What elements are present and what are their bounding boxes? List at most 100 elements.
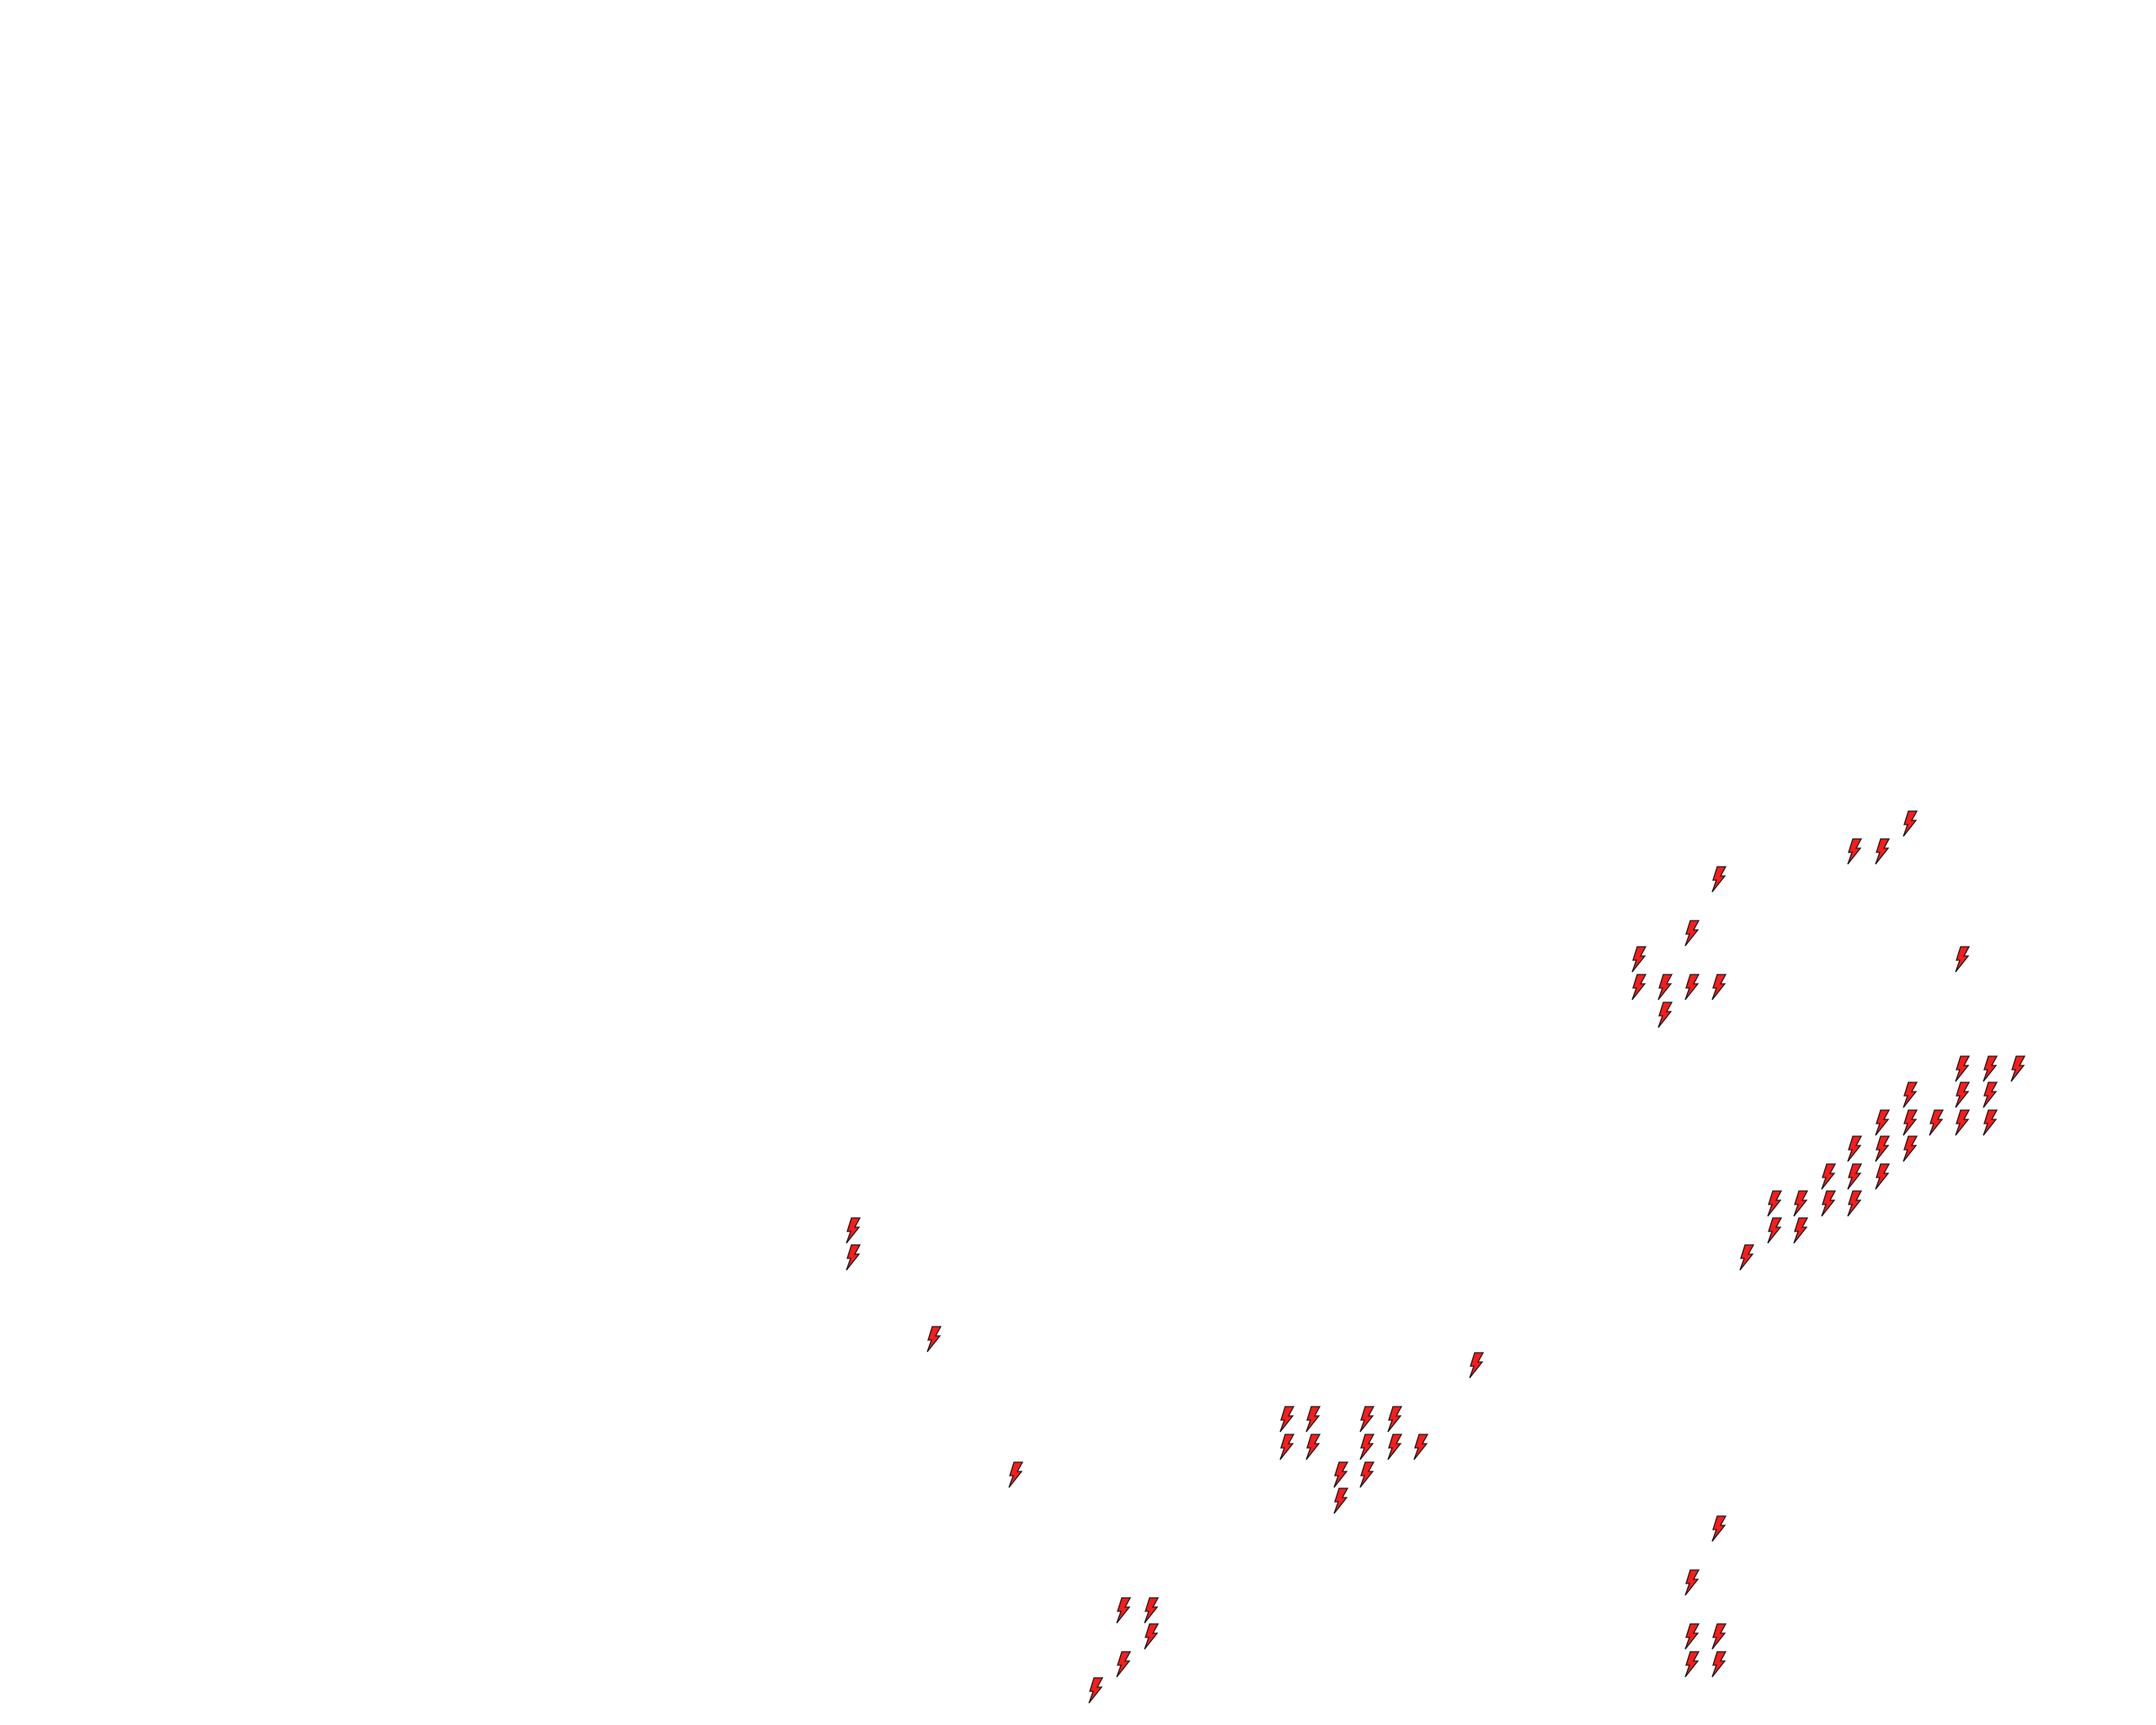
- lightning-strike-marker[interactable]: [845, 1217, 862, 1244]
- lightning-strike-marker[interactable]: [1982, 1081, 1999, 1108]
- lightning-strike-marker[interactable]: [1684, 974, 1700, 1001]
- lightning-bolt-icon: [1657, 974, 1673, 1001]
- lightning-strike-marker[interactable]: [1358, 1406, 1375, 1433]
- lightning-strike-marker[interactable]: [1386, 1434, 1403, 1461]
- lightning-strike-marker[interactable]: [1954, 1055, 1971, 1082]
- lightning-bolt-icon: [1903, 1081, 1919, 1108]
- lightning-bolt-icon: [1847, 1163, 1863, 1190]
- lightning-strike-marker[interactable]: [1710, 1515, 1727, 1542]
- lightning-strike-marker[interactable]: [1412, 1434, 1429, 1461]
- lightning-strike-marker[interactable]: [1902, 810, 1919, 837]
- lightning-bolt-icon: [1631, 974, 1647, 1001]
- lightning-strike-marker[interactable]: [1846, 1163, 1863, 1190]
- lightning-strike-marker[interactable]: [1684, 1569, 1700, 1596]
- lightning-bolt-icon: [1821, 1163, 1837, 1190]
- lightning-strike-marker[interactable]: [1278, 1406, 1295, 1433]
- lightning-strike-marker[interactable]: [1902, 1135, 1919, 1162]
- lightning-strike-marker[interactable]: [1007, 1461, 1024, 1488]
- lightning-strike-marker[interactable]: [1468, 1352, 1485, 1379]
- lightning-strike-marker[interactable]: [1954, 946, 1971, 973]
- lightning-strike-marker[interactable]: [1820, 1163, 1837, 1190]
- lightning-strike-marker[interactable]: [1305, 1434, 1321, 1461]
- lightning-strike-marker[interactable]: [1143, 1623, 1160, 1650]
- lightning-strike-marker[interactable]: [1657, 974, 1673, 1001]
- lightning-bolt-icon: [1333, 1487, 1349, 1514]
- lightning-strike-marker[interactable]: [1902, 1081, 1919, 1108]
- lightning-strike-marker[interactable]: [1386, 1406, 1403, 1433]
- lightning-strike-marker[interactable]: [1684, 1651, 1700, 1678]
- lightning-bolt-icon: [1875, 838, 1891, 865]
- lightning-strike-marker[interactable]: [1766, 1217, 1783, 1244]
- lightning-strike-marker[interactable]: [1115, 1651, 1132, 1678]
- lightning-strike-marker[interactable]: [1087, 1677, 1104, 1704]
- lightning-strike-marker[interactable]: [1332, 1487, 1349, 1514]
- lightning-strike-marker[interactable]: [1710, 974, 1727, 1001]
- lightning-bolt-icon: [1847, 838, 1863, 865]
- lightning-strike-marker[interactable]: [1846, 1190, 1863, 1217]
- lightning-bolt-icon: [1684, 1623, 1700, 1650]
- lightning-bolt-icon: [1903, 1109, 1919, 1136]
- lightning-strike-marker[interactable]: [1143, 1597, 1160, 1624]
- lightning-strike-marker[interactable]: [1902, 1109, 1919, 1136]
- lightning-strike-marker[interactable]: [1766, 1190, 1783, 1217]
- lightning-strike-marker[interactable]: [1657, 1001, 1673, 1028]
- lightning-strike-marker[interactable]: [1792, 1217, 1809, 1244]
- lightning-bolt-icon: [1767, 1190, 1783, 1217]
- lightning-bolt-icon: [1008, 1461, 1024, 1488]
- lightning-bolt-icon: [1875, 1109, 1891, 1136]
- lightning-strike-marker[interactable]: [1684, 920, 1700, 947]
- lightning-bolt-icon: [846, 1217, 862, 1244]
- lightning-strike-marker[interactable]: [1874, 1135, 1891, 1162]
- lightning-bolt-icon: [2010, 1055, 2026, 1082]
- lightning-strike-marker[interactable]: [1115, 1597, 1132, 1624]
- lightning-strike-marker[interactable]: [1846, 1135, 1863, 1162]
- lightning-bolt-icon: [1847, 1135, 1863, 1162]
- lightning-strike-marker[interactable]: [845, 1244, 862, 1271]
- lightning-bolt-icon: [1684, 1569, 1700, 1596]
- lightning-strike-marker[interactable]: [1738, 1244, 1755, 1271]
- lightning-strike-marker[interactable]: [1332, 1461, 1349, 1488]
- lightning-bolt-icon: [1413, 1434, 1429, 1461]
- lightning-strike-marker[interactable]: [1630, 974, 1647, 1001]
- lightning-bolt-icon: [1903, 810, 1919, 837]
- lightning-bolt-icon: [1955, 1055, 1971, 1082]
- lightning-strike-marker[interactable]: [1982, 1055, 1999, 1082]
- lightning-strike-marker[interactable]: [1874, 1163, 1891, 1190]
- lightning-strike-marker[interactable]: [1928, 1109, 1945, 1136]
- lightning-bolt-icon: [846, 1244, 862, 1271]
- lightning-bolt-icon: [1793, 1217, 1809, 1244]
- lightning-bolt-icon: [1875, 1135, 1891, 1162]
- lightning-strike-marker[interactable]: [1358, 1434, 1375, 1461]
- lightning-strike-marker[interactable]: [1710, 1623, 1727, 1650]
- lightning-strike-marker[interactable]: [1982, 1109, 1999, 1136]
- lightning-strike-marker[interactable]: [1305, 1406, 1321, 1433]
- lightning-strike-marker[interactable]: [926, 1326, 942, 1353]
- lightning-strike-marker[interactable]: [1874, 838, 1891, 865]
- lightning-strike-marker[interactable]: [1278, 1434, 1295, 1461]
- lightning-strike-marker[interactable]: [1954, 1109, 1971, 1136]
- lightning-strike-marker[interactable]: [2009, 1055, 2026, 1082]
- lightning-strike-marker[interactable]: [1684, 1623, 1700, 1650]
- lightning-bolt-icon: [1903, 1135, 1919, 1162]
- lightning-bolt-icon: [1955, 946, 1971, 973]
- lightning-bolt-icon: [1657, 1001, 1673, 1028]
- lightning-strike-marker[interactable]: [1792, 1190, 1809, 1217]
- lightning-strike-marker[interactable]: [1846, 838, 1863, 865]
- lightning-strike-marker[interactable]: [1710, 866, 1727, 893]
- lightning-bolt-icon: [1983, 1055, 1999, 1082]
- lightning-bolt-icon: [1684, 920, 1700, 947]
- lightning-strike-marker[interactable]: [1874, 1109, 1891, 1136]
- lightning-bolt-icon: [1684, 974, 1700, 1001]
- lightning-bolt-icon: [1711, 1623, 1727, 1650]
- lightning-strike-marker[interactable]: [1358, 1461, 1375, 1488]
- lightning-strike-marker[interactable]: [1820, 1190, 1837, 1217]
- lightning-bolt-icon: [1983, 1109, 1999, 1136]
- lightning-bolt-icon: [1088, 1677, 1104, 1704]
- lightning-bolt-icon: [1875, 1163, 1891, 1190]
- lightning-bolt-icon: [1305, 1434, 1321, 1461]
- lightning-strike-marker[interactable]: [1954, 1081, 1971, 1108]
- lightning-bolt-icon: [1631, 946, 1647, 973]
- lightning-strike-marker[interactable]: [1710, 1651, 1727, 1678]
- lightning-strike-marker[interactable]: [1630, 946, 1647, 973]
